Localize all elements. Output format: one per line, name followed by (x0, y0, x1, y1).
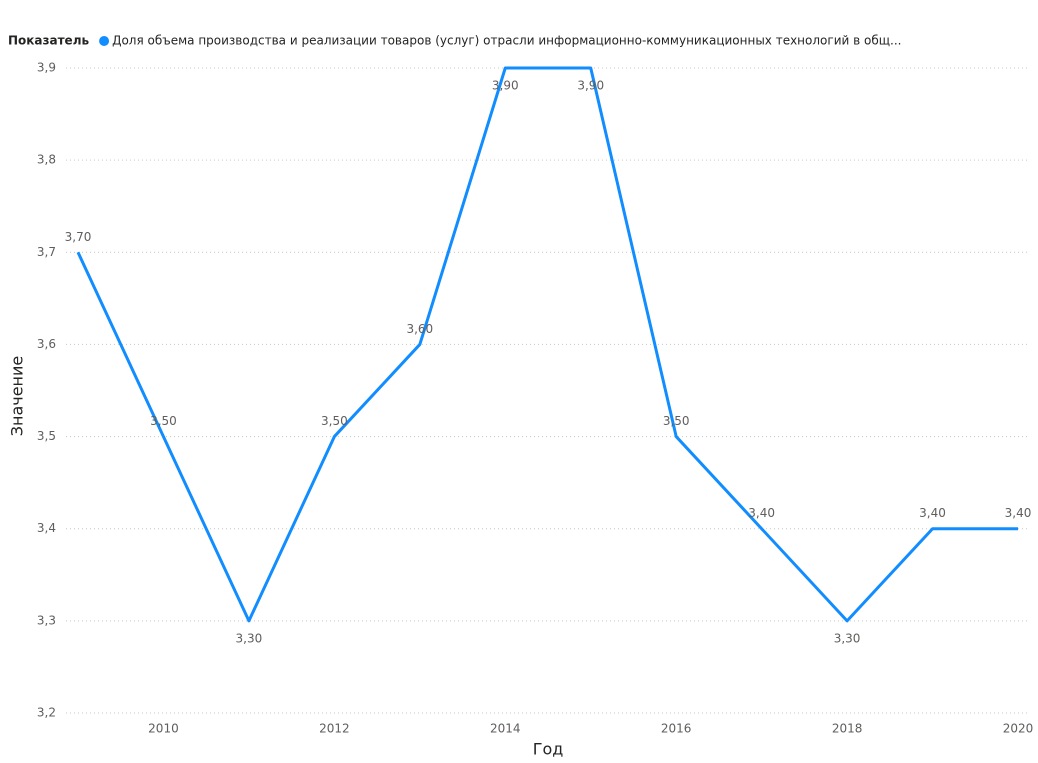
data-label: 3,60 (406, 322, 433, 336)
y-tick-label: 3,9 (37, 61, 56, 75)
y-tick-label: 3,5 (37, 429, 56, 443)
data-label: 3,30 (236, 631, 263, 645)
x-tick-label: 2010 (148, 722, 179, 736)
y-tick-label: 3,7 (37, 245, 56, 259)
legend-label: Доля объема производства и реализации то… (112, 34, 901, 48)
x-tick-label: 2020 (1003, 722, 1034, 736)
y-tick-label: 3,2 (37, 706, 56, 720)
legend-title: Показатель (8, 34, 89, 48)
data-label: 3,50 (663, 414, 690, 428)
data-label: 3,50 (321, 414, 348, 428)
data-label: 3,40 (919, 506, 946, 520)
x-tick-label: 2018 (832, 722, 863, 736)
x-tick-label: 2014 (490, 722, 521, 736)
y-axis-title: Значение (8, 356, 27, 437)
series-line (76, 66, 1018, 623)
data-label: 3,90 (577, 79, 604, 93)
data-label: 3,90 (492, 79, 519, 93)
y-tick-label: 3,3 (37, 613, 56, 627)
data-label: 3,50 (150, 414, 177, 428)
data-label: 3,30 (834, 631, 861, 645)
data-label: 3,40 (1005, 506, 1032, 520)
data-label: 3,70 (65, 230, 92, 244)
legend-marker (99, 36, 110, 46)
x-tick-label: 2016 (661, 722, 692, 736)
y-tick-label: 3,6 (37, 337, 56, 351)
y-tick-label: 3,4 (37, 521, 56, 535)
x-tick-label: 2012 (319, 722, 350, 736)
y-tick-label: 3,8 (37, 153, 56, 167)
data-label: 3,40 (748, 506, 775, 520)
x-axis-title: Год (533, 740, 564, 759)
